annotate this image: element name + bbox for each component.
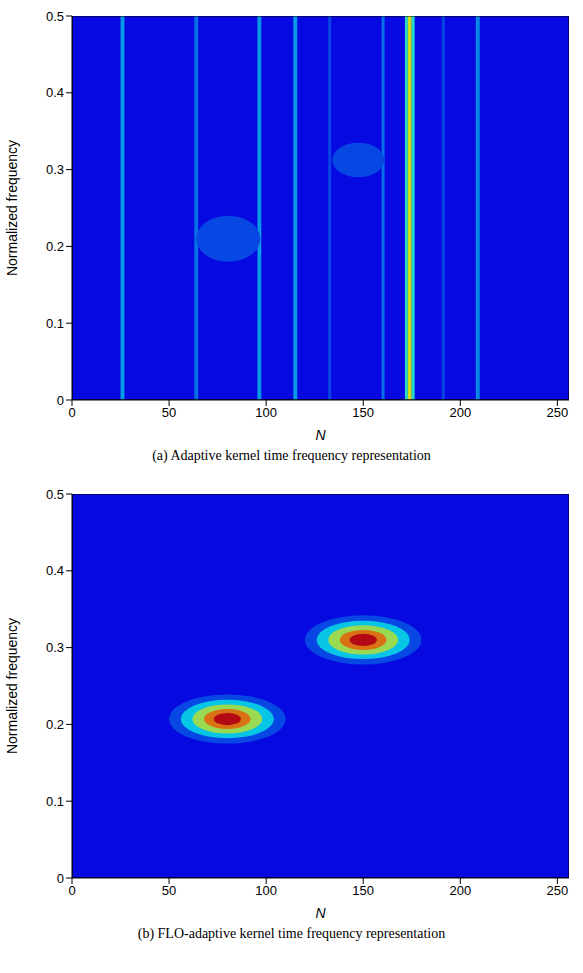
- svg-text:0.2: 0.2: [46, 239, 64, 254]
- svg-text:50: 50: [162, 883, 176, 898]
- svg-text:250: 250: [547, 405, 569, 420]
- html-text:(b) FLO-adaptive kernel time f: (b) FLO-adaptive kernel time frequency r…: [137, 926, 446, 941]
- svg-text:200: 200: [449, 883, 471, 898]
- svg-text:0.2: 0.2: [46, 717, 64, 732]
- svg-text:200: 200: [449, 405, 471, 420]
- svg-text:50: 50: [162, 405, 176, 420]
- svg-text:0.3: 0.3: [46, 162, 64, 177]
- svg-text:N: N: [315, 427, 326, 443]
- html-text:(a) Adaptive kernel time frequ: (a) Adaptive kernel time frequency repre…: [152, 448, 431, 463]
- svg-text:0.1: 0.1: [46, 316, 64, 331]
- svg-text:0: 0: [57, 393, 64, 408]
- svg-text:0.4: 0.4: [46, 85, 64, 100]
- svg-text:0.5: 0.5: [46, 9, 64, 24]
- svg-text:250: 250: [547, 883, 569, 898]
- svg-text:Normalized frequency: Normalized frequency: [4, 140, 20, 276]
- svg-text:0: 0: [68, 883, 75, 898]
- svg-text:0: 0: [68, 405, 75, 420]
- svg-text:0.1: 0.1: [46, 794, 64, 809]
- svg-text:0.5: 0.5: [46, 487, 64, 502]
- svg-text:0.3: 0.3: [46, 640, 64, 655]
- svg-text:0.4: 0.4: [46, 563, 64, 578]
- svg-text:0: 0: [57, 871, 64, 886]
- svg-text:100: 100: [255, 405, 277, 420]
- svg-text:100: 100: [255, 883, 277, 898]
- svg-text:Normalized frequency: Normalized frequency: [4, 618, 20, 754]
- svg-text:150: 150: [352, 883, 374, 898]
- svg-text:N: N: [315, 905, 326, 921]
- svg-text:150: 150: [352, 405, 374, 420]
